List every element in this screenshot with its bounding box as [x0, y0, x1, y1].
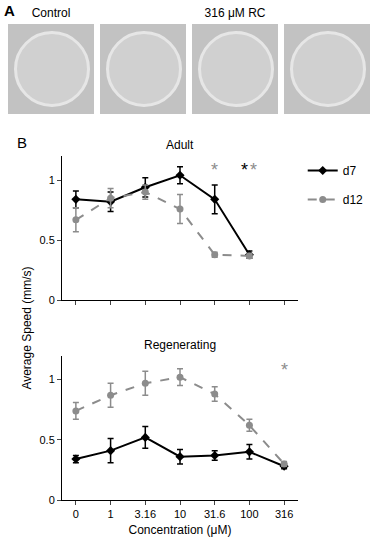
- svg-text:d7: d7: [343, 164, 357, 178]
- svg-text:0.5: 0.5: [40, 234, 55, 246]
- svg-text:Concentration (μM): Concentration (μM): [129, 523, 232, 537]
- svg-text:1: 1: [49, 174, 55, 186]
- svg-text:Adult: Adult: [166, 138, 194, 152]
- html-text:Control: Control: [31, 6, 71, 20]
- svg-text:*: *: [281, 360, 288, 380]
- svg-text:0: 0: [49, 294, 55, 306]
- svg-text:B: B: [17, 134, 27, 151]
- html-text:A: A: [4, 2, 15, 19]
- svg-text:1: 1: [108, 508, 114, 520]
- svg-text:d12: d12: [343, 193, 363, 207]
- svg-text:Average Speed (mm/s): Average Speed (mm/s): [20, 266, 34, 389]
- svg-text:0.5: 0.5: [40, 434, 55, 446]
- svg-text:0: 0: [73, 508, 79, 520]
- svg-text:100: 100: [240, 508, 258, 520]
- svg-text:0: 0: [49, 494, 55, 506]
- html-text:316 μM RC: 316 μM RC: [204, 6, 266, 20]
- svg-text:*: *: [241, 160, 248, 180]
- svg-text:Regenerating: Regenerating: [144, 338, 216, 352]
- svg-text:3.16: 3.16: [135, 508, 156, 520]
- svg-text:10: 10: [174, 508, 186, 520]
- svg-text:316: 316: [275, 508, 293, 520]
- svg-text:*: *: [250, 160, 257, 180]
- svg-text:*: *: [211, 160, 218, 180]
- svg-text:1: 1: [49, 373, 55, 385]
- svg-text:31.6: 31.6: [204, 508, 225, 520]
